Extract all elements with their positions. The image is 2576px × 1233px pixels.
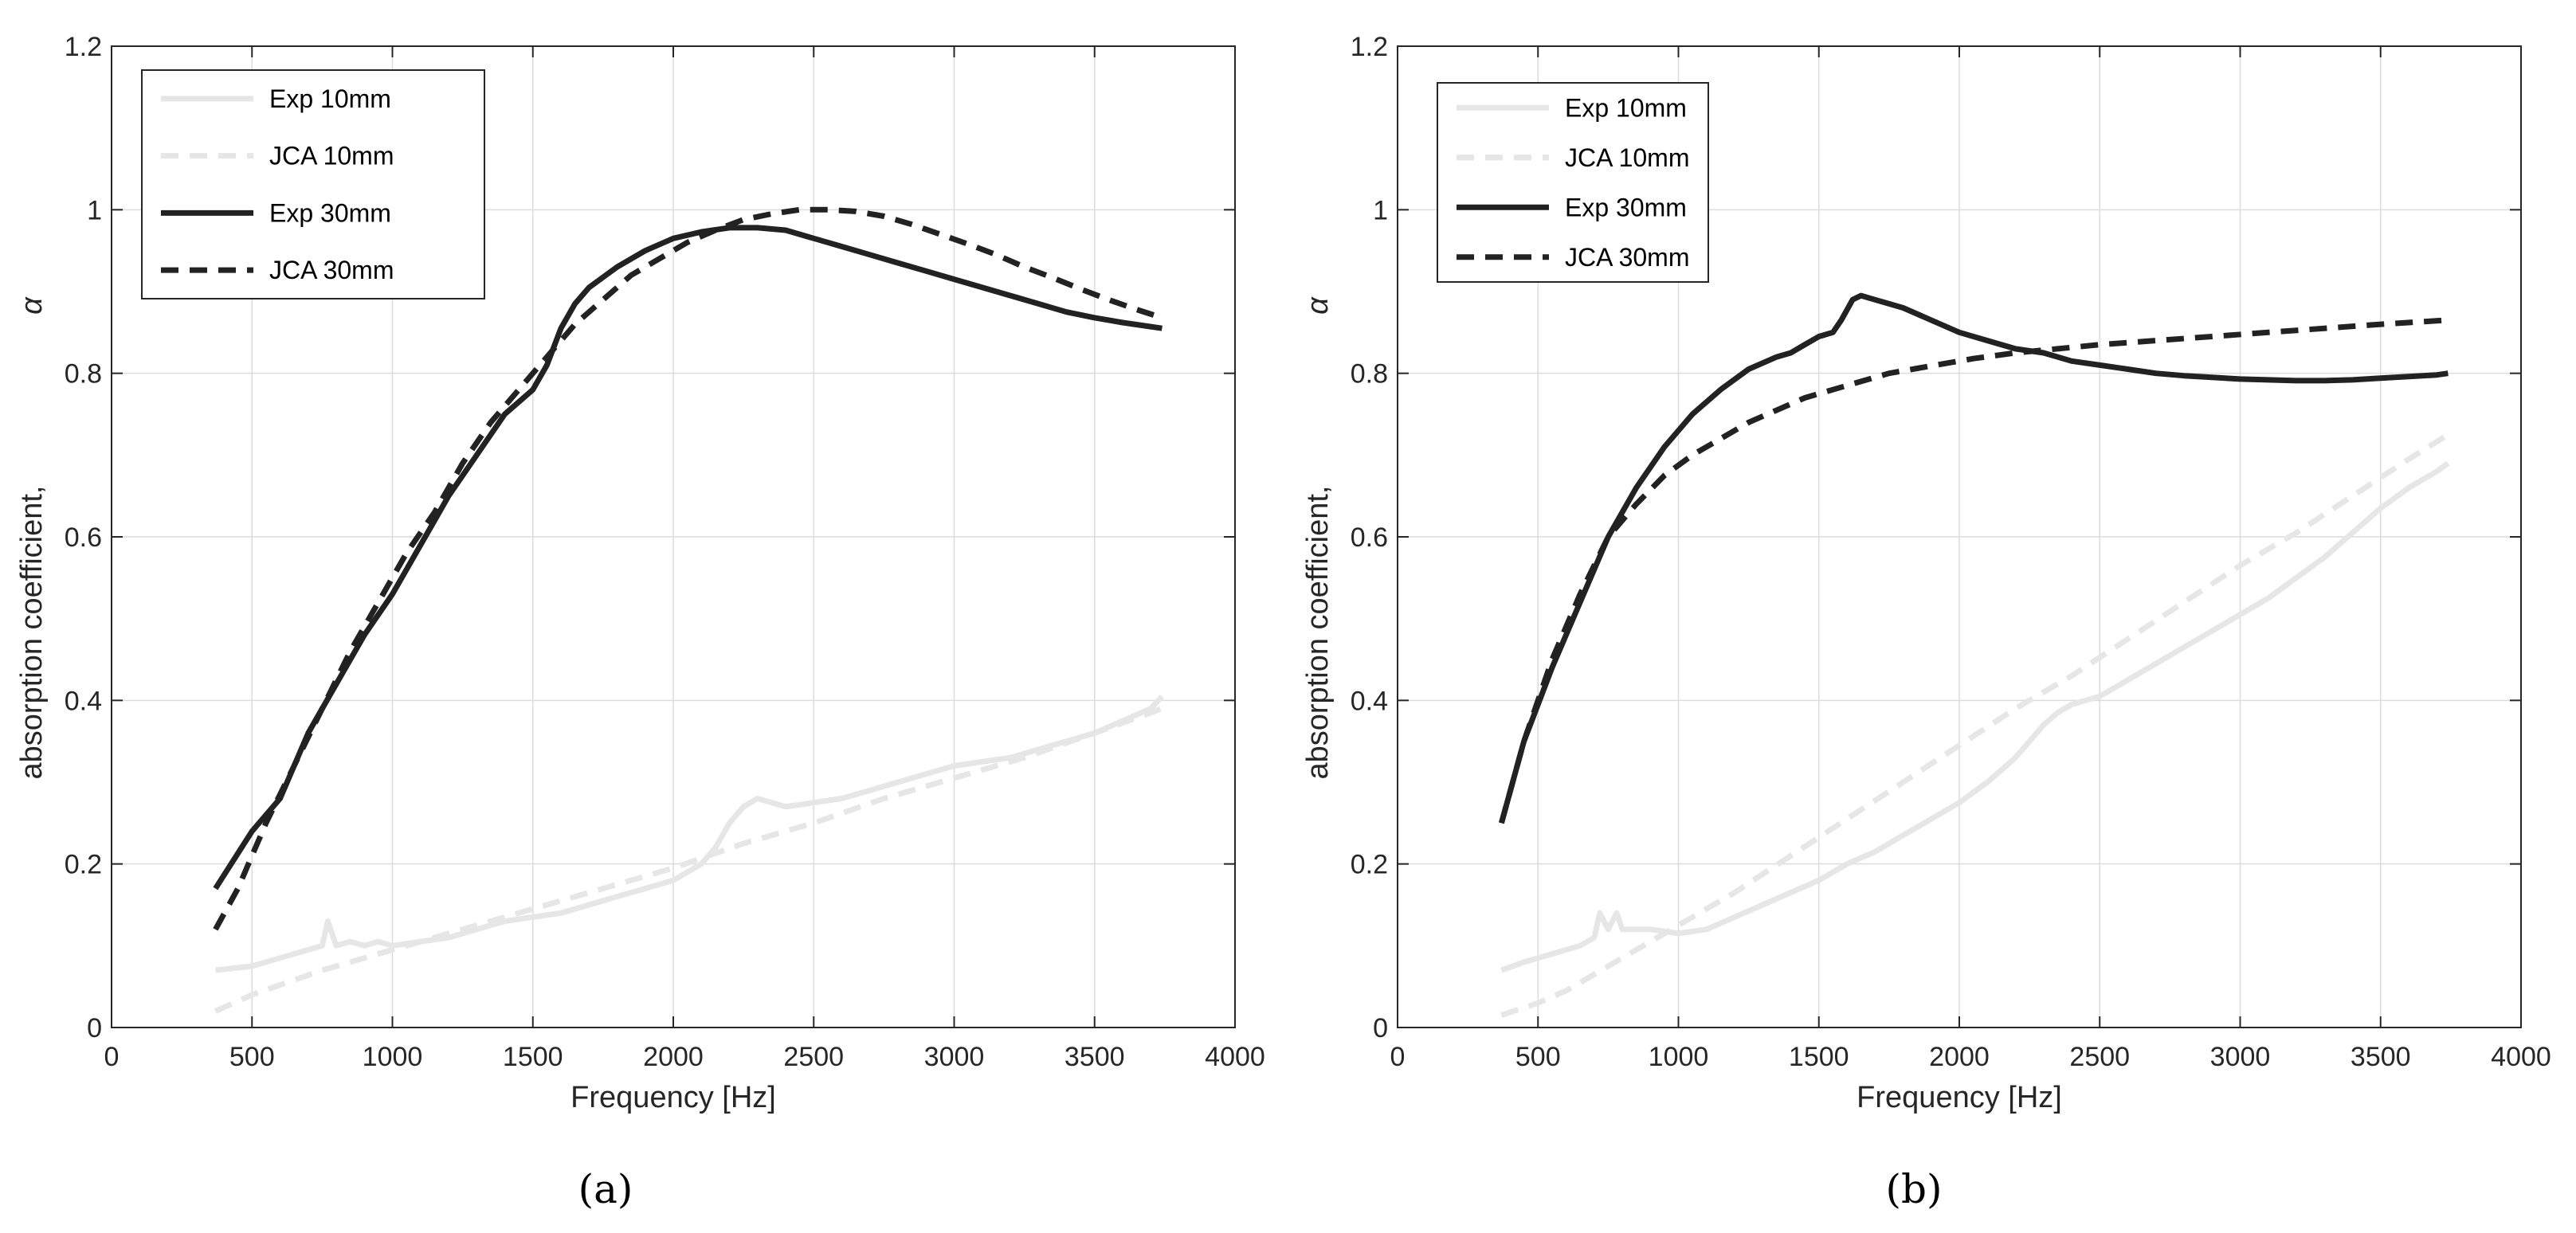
y-tick-label: 0.2 (65, 850, 102, 880)
y-axis-symbol: α (1301, 296, 1335, 315)
legend-entry: Exp 10mm (1565, 93, 1687, 122)
y-tick-label: 1 (1373, 195, 1388, 225)
x-tick-label: 1000 (363, 1042, 423, 1072)
series-line-exp-30mm (213, 225, 1163, 890)
x-tick-label: 500 (229, 1042, 275, 1072)
x-tick-label: 4000 (2491, 1042, 2551, 1072)
series-line-exp-30mm (1499, 292, 2449, 824)
x-tick-label: 2500 (783, 1042, 844, 1072)
y-tick-label: 0.6 (1351, 523, 1388, 553)
y-tick-label: 0.8 (1351, 359, 1388, 389)
y-axis-label: absorption coefficient, (15, 486, 49, 780)
legend-box (141, 69, 485, 299)
y-tick-label: 1.2 (1351, 32, 1388, 62)
y-axis-label: absorption coefficient, (1301, 486, 1335, 780)
chart-panel-a: 0 500 1000 1500 2000 2500 3000 3500 4000 0 0.2 0.4 0… (15, 32, 1265, 1212)
legend-entry: JCA 30mm (269, 256, 394, 284)
x-tick-label: 3000 (924, 1042, 985, 1072)
legend: Exp 10mm JCA 10mm Exp 30mm JCA 30mm (141, 69, 485, 299)
legend-box (1437, 82, 1709, 283)
series-line-jca-10mm (1500, 432, 2450, 1018)
x-tick-label: 0 (104, 1042, 120, 1072)
x-tick-label: 4000 (1205, 1042, 1265, 1072)
y-tick-label: 1.2 (65, 32, 102, 62)
x-tick-label: 3500 (2351, 1042, 2411, 1072)
x-tick-label: 2500 (2069, 1042, 2130, 1072)
series-line-jca-30mm (213, 206, 1163, 931)
y-tick-label: 0 (87, 1013, 102, 1043)
y-tick-label: 0.2 (1351, 850, 1388, 880)
y-tick-label: 0.4 (65, 686, 102, 716)
x-axis-label: Frequency [Hz] (1857, 1081, 2062, 1114)
series-line-exp-10mm (215, 694, 1164, 973)
legend-entry: Exp 30mm (1565, 193, 1687, 221)
series-line-jca-30mm (1499, 317, 2449, 824)
legend-entry: Exp 30mm (269, 198, 391, 227)
y-tick-label: 1 (87, 195, 102, 225)
y-axis-symbol: α (15, 296, 49, 315)
x-tick-label: 1000 (1649, 1042, 1709, 1072)
y-tick-label: 0 (1373, 1013, 1388, 1043)
x-axis-label: Frequency [Hz] (570, 1081, 776, 1114)
legend-entry: JCA 10mm (1565, 143, 1689, 172)
x-tick-label: 0 (1390, 1042, 1406, 1072)
x-tick-label: 2000 (1929, 1042, 1990, 1072)
panel-label: (b) (1885, 1166, 1942, 1212)
x-tick-label: 500 (1515, 1042, 1561, 1072)
y-tick-label: 0.6 (65, 523, 102, 553)
series-line-exp-10mm (1500, 460, 2450, 973)
legend: Exp 10mm JCA 10mm Exp 30mm JCA 30mm (1437, 82, 1709, 283)
y-tick-label: 0.4 (1351, 686, 1388, 716)
x-tick-label: 2000 (643, 1042, 704, 1072)
legend-entry: JCA 30mm (1565, 243, 1689, 272)
legend-entry: JCA 10mm (269, 142, 394, 170)
chart-panel-b: 0 500 1000 1500 2000 2500 3000 3500 4000 0 0.2 0.4 0… (1301, 32, 2551, 1212)
x-tick-label: 3000 (2210, 1042, 2271, 1072)
x-tick-label: 1500 (503, 1042, 563, 1072)
y-tick-label: 0.8 (65, 359, 102, 389)
x-tick-label: 3500 (1065, 1042, 1125, 1072)
panel-label: (a) (578, 1166, 633, 1212)
legend-entry: Exp 10mm (269, 84, 391, 113)
x-tick-label: 1500 (1789, 1042, 1849, 1072)
